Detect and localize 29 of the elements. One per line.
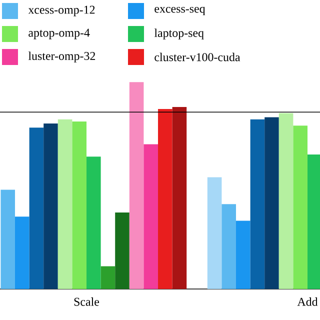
bar xyxy=(207,177,222,289)
bar xyxy=(0,190,15,289)
legend-label: xcess-omp-12 xyxy=(28,6,95,16)
bar xyxy=(172,106,187,289)
bar xyxy=(14,216,30,289)
legend-label: luster-omp-32 xyxy=(28,52,96,62)
bar xyxy=(44,124,58,289)
bar xyxy=(264,117,279,289)
bar xyxy=(86,156,101,289)
bar xyxy=(250,119,265,289)
legend-label: excess-seq xyxy=(154,6,206,16)
bar xyxy=(308,154,320,289)
bar xyxy=(144,144,158,289)
bar xyxy=(129,82,144,289)
bar xyxy=(29,128,44,289)
bar xyxy=(100,266,116,289)
legend-label: cluster-v100-cuda xyxy=(154,52,240,62)
x-tick-label: Scale xyxy=(74,297,100,306)
x-tick-label: Add xyxy=(297,297,318,306)
legend-label: laptop-seq xyxy=(154,28,204,40)
bar xyxy=(236,220,250,289)
legend-label: aptop-omp-4 xyxy=(28,28,90,40)
bar xyxy=(278,113,294,289)
bar xyxy=(58,119,72,289)
bar xyxy=(293,126,308,289)
bar xyxy=(72,121,86,289)
bar xyxy=(158,109,172,289)
bar xyxy=(115,212,130,289)
bar xyxy=(222,204,236,289)
